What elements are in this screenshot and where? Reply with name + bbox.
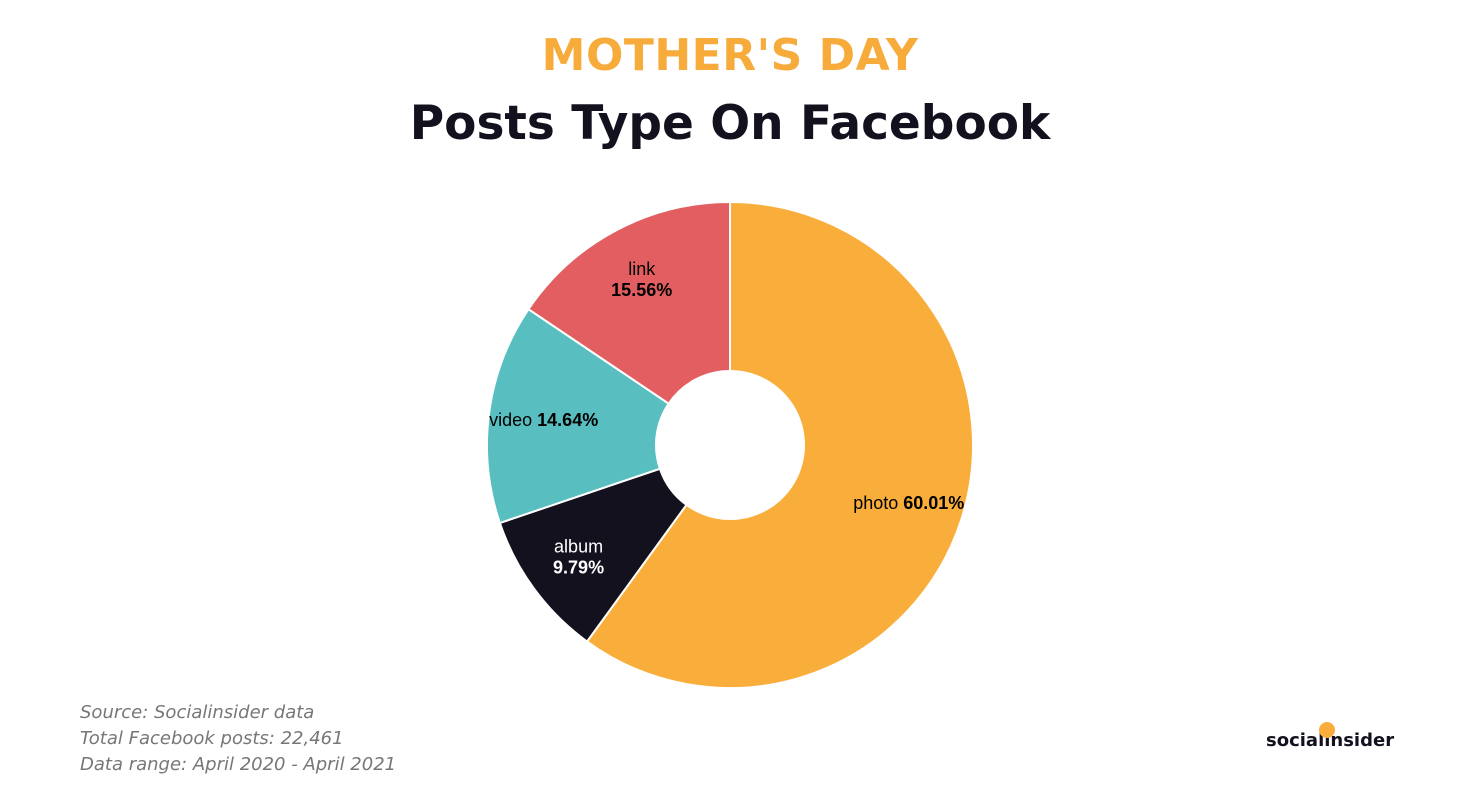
slice-album	[498, 467, 688, 643]
slice-pct-video: 14.64%	[537, 410, 598, 430]
slice-link	[527, 200, 731, 406]
slice-pct-link: 15.56%	[611, 280, 672, 300]
chart-title: Posts Type On Facebook	[409, 96, 1051, 151]
slice-name-link: link	[628, 259, 656, 279]
slice-label-photo: photo 60.01%	[853, 493, 964, 513]
footnote-total: Total Facebook posts: 22,461	[80, 728, 344, 749]
slice-name-album: album	[554, 536, 603, 556]
slice-label-video: video 14.64%	[489, 410, 598, 430]
logo-text: socialinsider	[1266, 730, 1395, 751]
donut-slices	[486, 200, 974, 689]
slice-name-video: video	[489, 410, 537, 430]
donut-labels: photo 60.01% album 9.79% video 14.64% link 15…	[489, 259, 964, 577]
slice-name-photo: photo	[853, 493, 903, 513]
chart-footnote: Source: Socialinsider data Total Faceboo…	[80, 700, 396, 778]
footnote-source: Source: Socialinsider data	[80, 702, 315, 723]
slice-pct-photo: 60.01%	[903, 493, 964, 513]
socialinsider-logo: socialinsider	[1266, 722, 1406, 758]
slice-pct-album: 9.79%	[553, 557, 604, 577]
smiley-dot-icon	[1319, 722, 1335, 738]
slice-label-link: link 15.56%	[611, 259, 672, 300]
slice-photo	[585, 200, 974, 689]
slice-video	[486, 307, 671, 525]
slice-label-album: album 9.79%	[553, 536, 604, 577]
chart-supertitle: MOTHER'S DAY	[541, 30, 919, 81]
footnote-range: Data range: April 2020 - April 2021	[80, 754, 397, 775]
